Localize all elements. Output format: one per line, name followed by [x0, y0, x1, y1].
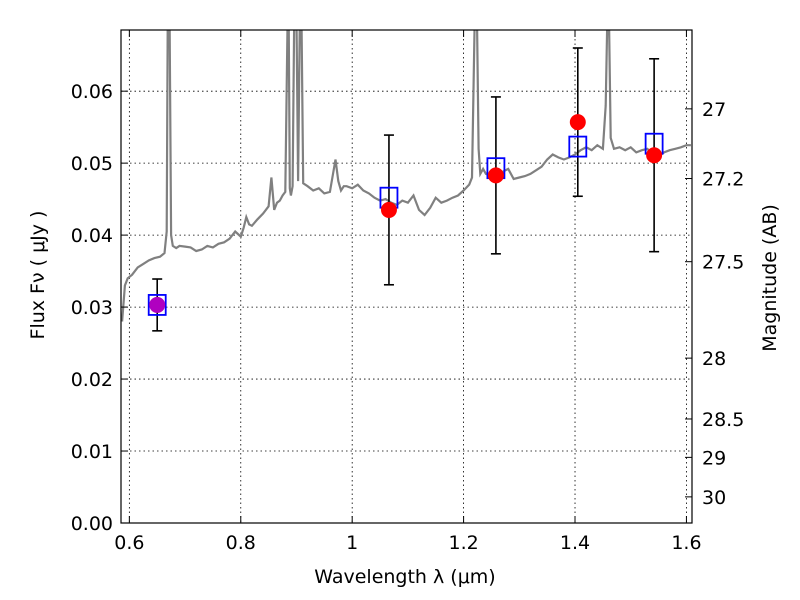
- y-axis-label: Flux Fν ( μJy ): [27, 211, 49, 340]
- x-axis-label: Wavelength λ (μm): [314, 566, 495, 588]
- plot-frame: [120, 29, 693, 524]
- y-tick-label: 0.04: [71, 225, 113, 247]
- axis-ticks: 0.6 0.8 1 1.2 1.4 1.6 0.00 0.01 0.02 0.03 0.04 0.05…: [71, 30, 744, 554]
- right-axis-label: Magnitude (AB): [759, 204, 781, 352]
- model-square: [147, 294, 167, 316]
- data-markers: [147, 47, 664, 332]
- mag-tick-label: 27.5: [702, 252, 744, 274]
- mag-tick-label: 27.2: [702, 169, 744, 191]
- y-tick-label: 0.05: [71, 153, 113, 175]
- x-tick-label: 0.6: [114, 532, 144, 554]
- mag-tick-label: 28: [702, 348, 726, 370]
- spectrum-line: [121, 30, 691, 322]
- y-tick-label: 0.02: [71, 369, 113, 391]
- y-tick-label: 0.03: [71, 297, 113, 319]
- x-tick-label: 1: [346, 532, 358, 554]
- observed-point: [487, 167, 504, 184]
- x-tick-label: 1.6: [671, 532, 701, 554]
- mag-tick-label: 27: [702, 99, 726, 121]
- observed-point: [149, 296, 166, 313]
- y-tick-label: 0.00: [71, 513, 113, 535]
- observed-point: [646, 147, 663, 164]
- observed-point: [380, 201, 397, 218]
- y-tick-label: 0.06: [71, 81, 113, 103]
- x-tick-label: 1.4: [560, 532, 590, 554]
- mag-tick-label: 29: [702, 447, 726, 469]
- x-tick-label: 0.8: [226, 532, 256, 554]
- x-tick-label: 1.2: [448, 532, 478, 554]
- mag-tick-label: 28.5: [702, 409, 744, 431]
- observed-point: [569, 114, 586, 131]
- y-tick-label: 0.01: [71, 441, 113, 463]
- model-square: [568, 135, 588, 158]
- mag-tick-label: 30: [702, 487, 726, 509]
